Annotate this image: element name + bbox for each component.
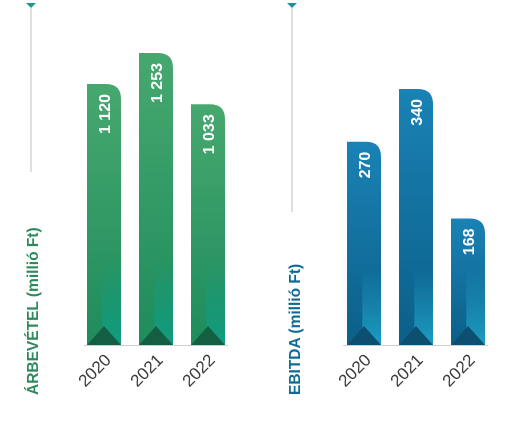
ebitda-value-label-2021: 340 — [409, 99, 426, 126]
ebitda-tick-label-2020: 2020 — [335, 350, 375, 390]
ebitda-bars: 270 2020 340 2021 168 2022 — [335, 89, 485, 391]
revenue-bar-accent-2022 — [206, 257, 225, 345]
revenue-axis-title: ÁRBEVÉTEL (millió Ft) — [25, 227, 42, 395]
revenue-bar-accent-2020 — [102, 257, 121, 345]
revenue-tick-label-2021: 2021 — [127, 350, 167, 390]
ebitda-chart: EBITDA (millió Ft) 270 2020 340 2021 168 2022 — [287, 3, 488, 395]
ebitda-bar-accent-2021 — [414, 268, 433, 345]
revenue-value-label-2021: 1 253 — [149, 63, 166, 103]
ebitda-tick-label-2022: 2022 — [439, 350, 479, 390]
revenue-bar-chevron-2020 — [87, 326, 121, 345]
revenue-axis-marker — [26, 3, 36, 8]
revenue-tick-label-2020: 2020 — [75, 350, 115, 390]
ebitda-bar-chevron-2021 — [399, 326, 433, 345]
ebitda-bar-chevron-2020 — [347, 326, 381, 345]
revenue-bar-chevron-2021 — [139, 326, 173, 345]
revenue-bar-accent-2021 — [154, 257, 173, 345]
revenue-chart: ÁRBEVÉTEL (millió Ft) 1 120 2020 1 253 2021… — [25, 3, 228, 395]
revenue-bars: 1 120 2020 1 253 2021 1 033 2022 — [75, 53, 225, 391]
ebitda-value-label-2022: 168 — [461, 228, 478, 255]
ebitda-axis-marker — [287, 3, 297, 8]
revenue-bar-chevron-2022 — [191, 326, 225, 345]
revenue-tick-label-2022: 2022 — [179, 350, 219, 390]
ebitda-bar-chevron-2022 — [451, 326, 485, 345]
ebitda-tick-label-2021: 2021 — [387, 350, 427, 390]
ebitda-value-label-2020: 270 — [357, 152, 374, 179]
ebitda-bar-accent-2020 — [362, 268, 381, 345]
ebitda-axis-title: EBITDA (millió Ft) — [287, 264, 304, 395]
revenue-value-label-2022: 1 033 — [201, 114, 218, 154]
ebitda-bar-accent-2022 — [466, 268, 485, 345]
revenue-value-label-2020: 1 120 — [97, 94, 114, 134]
